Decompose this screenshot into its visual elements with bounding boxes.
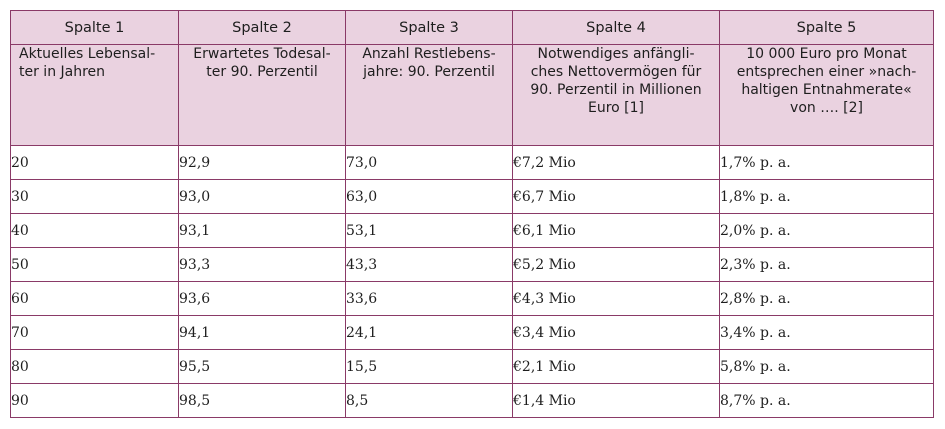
table-cell-withdrawal-rate: 1,8% p. a. [719, 179, 934, 214]
description-line: ter 90. Perzentil [206, 64, 318, 80]
table-row: 30 93,0 63,0 €6,7 Mio 1,8% p. a. [10, 179, 934, 214]
table-cell-remaining-years: 43,3 [345, 247, 513, 282]
table-row: 70 94,1 24,1 €3,4 Mio 3,4% p. a. [10, 315, 934, 350]
table-cell-death-age: 94,1 [178, 315, 346, 350]
description-line: 10 000 Euro pro Monat [746, 46, 907, 62]
description-line: ter in Jahren [19, 64, 106, 80]
column-description-2: Erwartetes Todesal- ter 90. Perzentil [178, 44, 346, 146]
column-description-row: Aktuelles Lebensal- ter in Jahren Erwart… [10, 44, 934, 146]
table-cell-withdrawal-rate: 1,7% p. a. [719, 145, 934, 180]
table-cell-remaining-years: 33,6 [345, 281, 513, 316]
table-cell-age: 60 [10, 281, 179, 316]
table-cell-remaining-years: 63,0 [345, 179, 513, 214]
table-cell-death-age: 92,9 [178, 145, 346, 180]
table-cell-remaining-years: 24,1 [345, 315, 513, 350]
table-row: 60 93,6 33,6 €4,3 Mio 2,8% p. a. [10, 281, 934, 316]
column-description-3: Anzahl Restlebens- jahre: 90. Perzentil [345, 44, 513, 146]
table-cell-net-worth: €7,2 Mio [512, 145, 720, 180]
column-header-2: Spalte 2 [178, 10, 346, 45]
description-line: jahre: 90. Perzentil [363, 64, 495, 80]
table-cell-withdrawal-rate: 3,4% p. a. [719, 315, 934, 350]
description-line: Notwendiges anfängli- [537, 46, 695, 62]
table-cell-age: 20 [10, 145, 179, 180]
table-cell-remaining-years: 73,0 [345, 145, 513, 180]
table-row: 50 93,3 43,3 €5,2 Mio 2,3% p. a. [10, 247, 934, 282]
column-header-row: Spalte 1 Spalte 2 Spalte 3 Spalte 4 Spal… [10, 10, 934, 45]
table-row: 40 93,1 53,1 €6,1 Mio 2,0% p. a. [10, 213, 934, 248]
description-line: ches Nettovermögen für [530, 64, 702, 80]
table-cell-net-worth: €4,3 Mio [512, 281, 720, 316]
table-cell-withdrawal-rate: 8,7% p. a. [719, 383, 934, 418]
table-cell-age: 70 [10, 315, 179, 350]
table-cell-death-age: 93,0 [178, 179, 346, 214]
table-cell-net-worth: €6,7 Mio [512, 179, 720, 214]
table-cell-remaining-years: 8,5 [345, 383, 513, 418]
column-description-4: Notwendiges anfängli- ches Nettovermögen… [512, 44, 720, 146]
table-cell-net-worth: €2,1 Mio [512, 349, 720, 384]
description-line: 90. Perzentil in Millionen [530, 82, 702, 98]
table-cell-remaining-years: 53,1 [345, 213, 513, 248]
table-cell-age: 30 [10, 179, 179, 214]
column-description-1: Aktuelles Lebensal- ter in Jahren [10, 44, 179, 146]
table-cell-death-age: 93,1 [178, 213, 346, 248]
table-cell-age: 40 [10, 213, 179, 248]
table-cell-death-age: 95,5 [178, 349, 346, 384]
table-cell-withdrawal-rate: 5,8% p. a. [719, 349, 934, 384]
description-line: Erwartetes Todesal- [193, 46, 331, 62]
column-description-5: 10 000 Euro pro Monat entsprechen einer … [719, 44, 934, 146]
table-cell-age: 90 [10, 383, 179, 418]
column-header-1: Spalte 1 [10, 10, 179, 45]
description-line: Anzahl Restlebens- [362, 46, 496, 62]
table-cell-withdrawal-rate: 2,0% p. a. [719, 213, 934, 248]
table-cell-death-age: 93,3 [178, 247, 346, 282]
table-cell-age: 50 [10, 247, 179, 282]
life-expectancy-table: Spalte 1 Spalte 2 Spalte 3 Spalte 4 Spal… [10, 10, 934, 418]
description-line: von …. [2] [790, 100, 863, 116]
table-cell-net-worth: €6,1 Mio [512, 213, 720, 248]
table-cell-withdrawal-rate: 2,8% p. a. [719, 281, 934, 316]
table-cell-remaining-years: 15,5 [345, 349, 513, 384]
table-row: 90 98,5 8,5 €1,4 Mio 8,7% p. a. [10, 383, 934, 418]
table-cell-age: 80 [10, 349, 179, 384]
column-header-3: Spalte 3 [345, 10, 513, 45]
table-cell-net-worth: €5,2 Mio [512, 247, 720, 282]
description-line: Aktuelles Lebensal- [19, 46, 156, 62]
table-cell-death-age: 98,5 [178, 383, 346, 418]
description-line: haltigen Entnahmerate« [741, 82, 912, 98]
table-cell-net-worth: €1,4 Mio [512, 383, 720, 418]
table-row: 20 92,9 73,0 €7,2 Mio 1,7% p. a. [10, 145, 934, 180]
table-cell-net-worth: €3,4 Mio [512, 315, 720, 350]
column-header-4: Spalte 4 [512, 10, 720, 45]
description-line: entsprechen einer »nach- [736, 64, 917, 80]
table-row: 80 95,5 15,5 €2,1 Mio 5,8% p. a. [10, 349, 934, 384]
table-cell-withdrawal-rate: 2,3% p. a. [719, 247, 934, 282]
table-cell-death-age: 93,6 [178, 281, 346, 316]
description-line: Euro [1] [587, 100, 644, 116]
column-header-5: Spalte 5 [719, 10, 934, 45]
